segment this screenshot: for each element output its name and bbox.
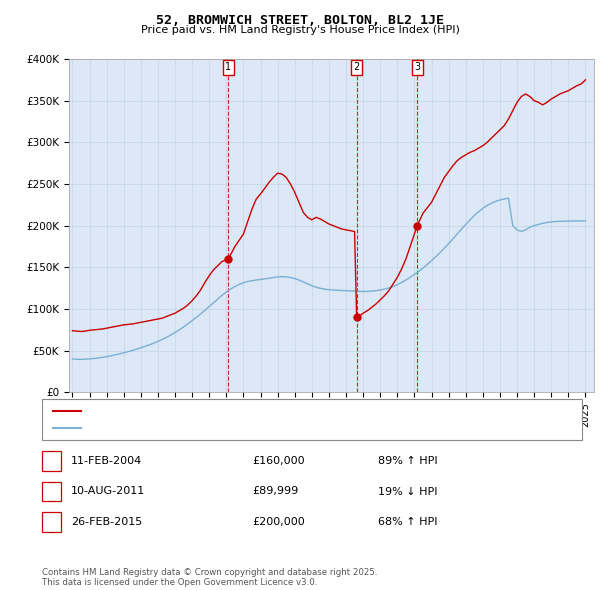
Text: £89,999: £89,999 [252,487,298,496]
Text: 2: 2 [353,63,360,73]
Text: 3: 3 [414,63,420,73]
Text: £200,000: £200,000 [252,517,305,527]
Text: Price paid vs. HM Land Registry's House Price Index (HPI): Price paid vs. HM Land Registry's House … [140,25,460,35]
Text: 26-FEB-2015: 26-FEB-2015 [71,517,142,527]
Text: 3: 3 [48,517,55,527]
Text: 2: 2 [48,487,55,496]
Text: This data is licensed under the Open Government Licence v3.0.: This data is licensed under the Open Gov… [42,578,317,587]
Text: £160,000: £160,000 [252,456,305,466]
Text: 68% ↑ HPI: 68% ↑ HPI [378,517,437,527]
Text: HPI: Average price, semi-detached house, Bolton: HPI: Average price, semi-detached house,… [84,423,339,433]
Text: 89% ↑ HPI: 89% ↑ HPI [378,456,437,466]
Text: 10-AUG-2011: 10-AUG-2011 [71,487,145,496]
Text: Contains HM Land Registry data © Crown copyright and database right 2025.: Contains HM Land Registry data © Crown c… [42,568,377,577]
Text: 19% ↓ HPI: 19% ↓ HPI [378,487,437,496]
Text: 52, BROMWICH STREET, BOLTON, BL2 1JE: 52, BROMWICH STREET, BOLTON, BL2 1JE [156,14,444,27]
Text: 1: 1 [48,456,55,466]
Text: 1: 1 [226,63,232,73]
Text: 52, BROMWICH STREET, BOLTON, BL2 1JE (semi-detached house): 52, BROMWICH STREET, BOLTON, BL2 1JE (se… [84,406,424,416]
Text: 11-FEB-2004: 11-FEB-2004 [71,456,142,466]
